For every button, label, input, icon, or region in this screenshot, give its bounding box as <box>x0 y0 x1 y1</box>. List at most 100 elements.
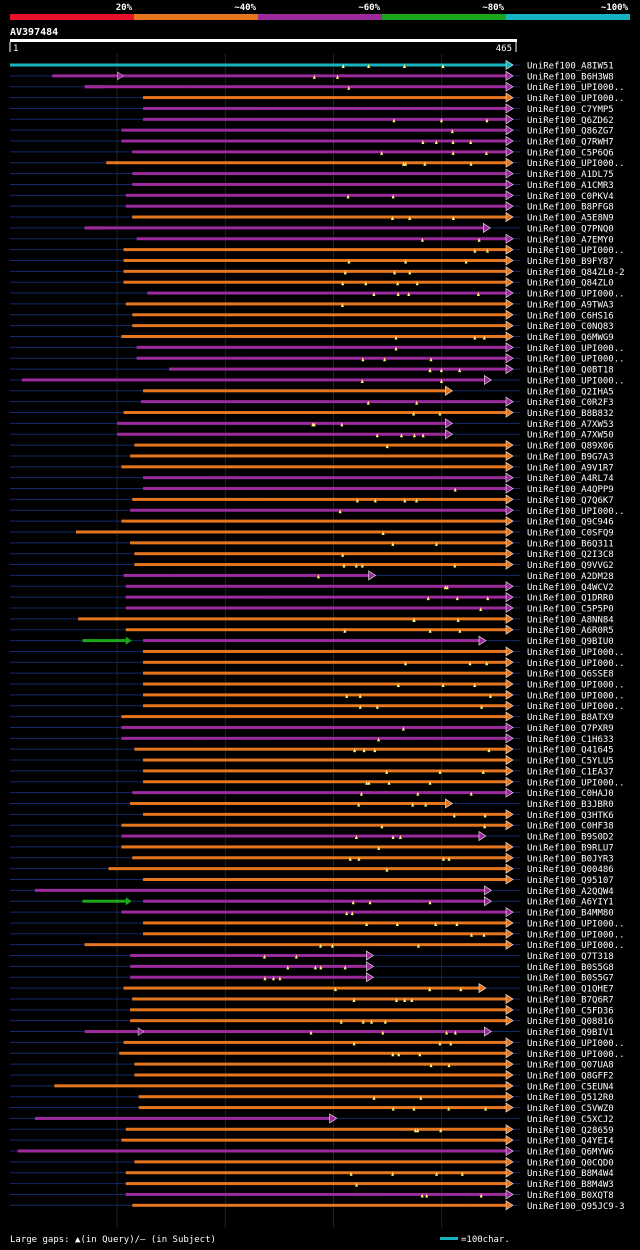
hit-row[interactable]: UniRef100_C0HF38 <box>10 820 614 832</box>
hit-row[interactable]: UniRef100_Q84ZL0-2 <box>10 266 625 278</box>
hit-label[interactable]: UniRef100_A6YIY1 <box>527 898 614 908</box>
hit-row[interactable]: UniRef100_Q6ZD62 <box>10 114 614 126</box>
hit-label[interactable]: UniRef100_UPI000.. <box>527 376 625 386</box>
hit-row[interactable]: UniRef100_Q86ZG7 <box>10 125 614 137</box>
hit-label[interactable]: UniRef100_A6R0R5 <box>527 626 614 636</box>
hit-label[interactable]: UniRef100_Q9VVG2 <box>527 561 614 571</box>
hit-row[interactable]: UniRef100_UPI000.. <box>10 646 625 658</box>
hit-row[interactable]: UniRef100_C0PKV4 <box>10 190 614 202</box>
hit-label[interactable]: UniRef100_Q2IHA5 <box>527 387 614 397</box>
hit-row[interactable]: UniRef100_Q0CQD0 <box>10 1156 614 1168</box>
hit-label[interactable]: UniRef100_C1EA37 <box>527 767 614 777</box>
hit-label[interactable]: UniRef100_C0HF38 <box>527 822 614 832</box>
hit-row[interactable]: UniRef100_Q0BT18 <box>10 364 614 376</box>
hit-row[interactable]: UniRef100_C7YMP5 <box>10 103 614 115</box>
hit-label[interactable]: UniRef100_UPI000.. <box>527 648 625 658</box>
hit-label[interactable]: UniRef100_B9FY87 <box>527 257 614 267</box>
hit-row[interactable]: UniRef100_Q9BIV1 <box>10 1026 614 1038</box>
hit-label[interactable]: UniRef100_Q95JC9-3 <box>527 1202 625 1212</box>
hit-label[interactable]: UniRef100_B8ATX9 <box>527 713 614 723</box>
hit-label[interactable]: UniRef100_Q4WCV2 <box>527 583 614 593</box>
hit-row[interactable]: UniRef100_A8NN84 <box>10 613 614 625</box>
hit-row[interactable]: UniRef100_B0XQT8 <box>10 1189 614 1201</box>
hit-label[interactable]: UniRef100_C0NQ83 <box>527 322 614 332</box>
hit-label[interactable]: UniRef100_UPI000.. <box>527 659 625 669</box>
hit-row[interactable]: UniRef100_A2QQW4 <box>10 885 614 897</box>
hit-row[interactable]: UniRef100_B6H3W8 <box>10 70 614 82</box>
hit-row[interactable]: UniRef100_UPI000.. <box>10 353 625 365</box>
hit-label[interactable]: UniRef100_UPI000.. <box>527 919 625 929</box>
hit-row[interactable]: UniRef100_C6HS16 <box>10 309 614 321</box>
hit-row[interactable]: UniRef100_Q28659 <box>10 1124 614 1136</box>
hit-label[interactable]: UniRef100_Q89X06 <box>527 442 614 452</box>
hit-row[interactable]: UniRef100_Q1DRR0 <box>10 592 614 604</box>
hit-row[interactable]: UniRef100_UPI000.. <box>10 92 625 104</box>
hit-row[interactable]: UniRef100_C0SFQ9 <box>10 526 614 538</box>
hit-label[interactable]: UniRef100_UPI000.. <box>527 1050 625 1060</box>
hit-row[interactable]: UniRef100_Q4YEI4 <box>10 1135 614 1147</box>
hit-label[interactable]: UniRef100_A7XW50 <box>527 431 614 441</box>
hit-row[interactable]: UniRef100_A7XW50 <box>10 429 614 441</box>
hit-row[interactable]: UniRef100_B8M4W3 <box>10 1178 614 1190</box>
hit-label[interactable]: UniRef100_C0HAJ0 <box>527 789 614 799</box>
hit-row[interactable]: UniRef100_C0HAJ0 <box>10 787 614 799</box>
hit-row[interactable]: UniRef100_UPI000.. <box>10 776 625 788</box>
hit-label[interactable]: UniRef100_A9V1R7 <box>527 463 614 473</box>
hit-label[interactable]: UniRef100_Q6MYW6 <box>527 1148 614 1158</box>
hit-label[interactable]: UniRef100_Q00486 <box>527 865 614 875</box>
hit-row[interactable]: UniRef100_C5EUN4 <box>10 1080 614 1092</box>
hit-label[interactable]: UniRef100_UPI000.. <box>527 941 625 951</box>
hit-label[interactable]: UniRef100_UPI000.. <box>527 507 625 517</box>
hit-label[interactable]: UniRef100_Q7PNQ0 <box>527 224 614 234</box>
hit-row[interactable]: UniRef100_Q00486 <box>10 863 614 875</box>
hit-row[interactable]: UniRef100_C5P5P0 <box>10 602 614 615</box>
hit-row[interactable]: UniRef100_Q84ZL0 <box>10 277 614 289</box>
hit-label[interactable]: UniRef100_B0S5G7 <box>527 974 614 984</box>
hit-row[interactable]: UniRef100_A7EMY0 <box>10 233 614 245</box>
hit-row[interactable]: UniRef100_UPI000.. <box>10 928 625 940</box>
hit-row[interactable]: UniRef100_C5XCJ2 <box>10 1113 614 1125</box>
hit-row[interactable]: UniRef100_UPI000.. <box>10 81 625 93</box>
hit-label[interactable]: UniRef100_A8NN84 <box>527 615 614 625</box>
hit-label[interactable]: UniRef100_UPI000.. <box>527 159 625 169</box>
hit-label[interactable]: UniRef100_Q6MWG9 <box>527 333 614 343</box>
hit-label[interactable]: UniRef100_C0PKV4 <box>527 192 614 202</box>
hit-label[interactable]: UniRef100_UPI000.. <box>527 930 625 940</box>
hit-label[interactable]: UniRef100_Q8GFF2 <box>527 1071 614 1081</box>
hit-label[interactable]: UniRef100_Q1DRR0 <box>527 594 614 604</box>
hit-label[interactable]: UniRef100_Q84ZL0-2 <box>527 268 625 278</box>
hit-row[interactable]: UniRef100_C1EA37 <box>10 765 614 777</box>
hit-label[interactable]: UniRef100_Q512R0 <box>527 1093 614 1103</box>
hit-row[interactable]: UniRef100_Q512R0 <box>10 1091 614 1103</box>
hit-label[interactable]: UniRef100_B0JYR3 <box>527 854 614 864</box>
hit-label[interactable]: UniRef100_Q84ZL0 <box>527 279 614 289</box>
hit-row[interactable]: UniRef100_C0R2F3 <box>10 396 614 408</box>
hit-label[interactable]: UniRef100_A1DL75 <box>527 170 614 180</box>
hit-row[interactable]: UniRef100_Q1QHE7 <box>10 983 614 995</box>
hit-row[interactable]: UniRef100_Q95107 <box>10 874 614 886</box>
hit-label[interactable]: UniRef100_B0XQT8 <box>527 1191 614 1201</box>
hit-label[interactable]: UniRef100_Q95107 <box>527 876 614 886</box>
hit-row[interactable]: UniRef100_UPI000.. <box>10 288 625 300</box>
hit-label[interactable]: UniRef100_UPI000.. <box>527 246 625 256</box>
hit-row[interactable]: UniRef100_A6YIY1 <box>10 896 614 908</box>
hit-row[interactable]: UniRef100_UPI000.. <box>10 374 625 386</box>
hit-label[interactable]: UniRef100_B4MM80 <box>527 909 614 919</box>
hit-label[interactable]: UniRef100_Q7T318 <box>527 952 614 962</box>
hit-row[interactable]: UniRef100_B8B832 <box>10 407 614 419</box>
hit-row[interactable]: UniRef100_A2DM28 <box>10 570 614 582</box>
hit-row[interactable]: UniRef100_Q2I3C8 <box>10 548 614 560</box>
hit-label[interactable]: UniRef100_B0S5G8 <box>527 963 614 973</box>
hit-label[interactable]: UniRef100_Q9BIV1 <box>527 1028 614 1038</box>
hit-row[interactable]: UniRef100_Q2IHA5 <box>10 385 614 397</box>
hit-label[interactable]: UniRef100_A2DM28 <box>527 572 614 582</box>
hit-label[interactable]: UniRef100_B3JBR0 <box>527 800 614 810</box>
hit-label[interactable]: UniRef100_C5FD36 <box>527 1006 614 1016</box>
hit-label[interactable]: UniRef100_UPI000.. <box>527 778 625 788</box>
hit-label[interactable]: UniRef100_UPI000.. <box>527 290 625 300</box>
hit-row[interactable]: UniRef100_C5VWZ0 <box>10 1102 614 1114</box>
hit-row[interactable]: UniRef100_B7Q6R7 <box>10 993 614 1005</box>
hit-row[interactable]: UniRef100_UPI000.. <box>10 657 625 669</box>
hit-label[interactable]: UniRef100_A7XW53 <box>527 420 614 430</box>
hit-row[interactable]: UniRef100_C0NQ83 <box>10 320 614 332</box>
